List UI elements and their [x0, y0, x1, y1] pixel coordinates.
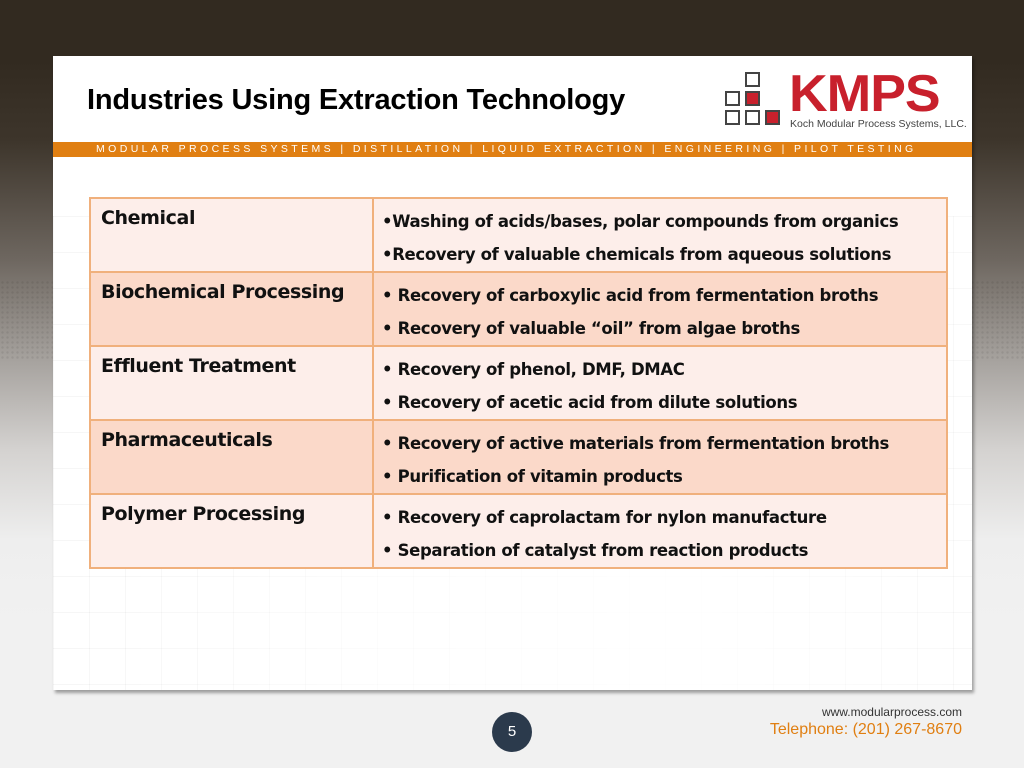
industry-cell: Chemical: [89, 197, 374, 273]
services-banner: MODULAR PROCESS SYSTEMS | DISTILLATION |…: [53, 142, 972, 157]
industry-cell: Pharmaceuticals: [89, 419, 374, 495]
application-item: • Separation of catalyst from reaction p…: [382, 541, 809, 560]
applications-cell: • Recovery of caprolactam for nylon manu…: [372, 493, 948, 569]
industry-cell: Effluent Treatment: [89, 345, 374, 421]
applications-cell: •Washing of acids/bases, polar compounds…: [372, 197, 948, 273]
table-row: Effluent Treatment • Recovery of phenol,…: [89, 345, 948, 421]
applications-cell: • Recovery of active materials from ferm…: [372, 419, 948, 495]
applications-cell: • Recovery of carboxylic acid from ferme…: [372, 271, 948, 347]
application-item: • Recovery of carboxylic acid from ferme…: [382, 286, 879, 305]
logo-subtitle: Koch Modular Process Systems, LLC.: [790, 118, 967, 130]
application-item: • Purification of vitamin products: [382, 467, 683, 486]
logo-wordmark: KMPS: [789, 65, 941, 123]
application-item: • Recovery of phenol, DMF, DMAC: [382, 360, 685, 379]
page-number-badge: 5: [492, 712, 532, 752]
table-row: Pharmaceuticals • Recovery of active mat…: [89, 419, 948, 495]
telephone-text: Telephone: (201) 267-8670: [769, 721, 962, 738]
table-row: Chemical •Washing of acids/bases, polar …: [89, 197, 948, 273]
website-link[interactable]: www.modularprocess.com: [821, 705, 962, 719]
slide-title: Industries Using Extraction Technology: [87, 84, 626, 116]
industry-cell: Polymer Processing: [89, 493, 374, 569]
applications-cell: • Recovery of phenol, DMF, DMAC • Recove…: [372, 345, 948, 421]
application-item: • Recovery of valuable “oil” from algae …: [382, 319, 800, 338]
industry-cell: Biochemical Processing: [89, 271, 374, 347]
application-item: • Recovery of active materials from ferm…: [382, 434, 889, 453]
table-row: Polymer Processing • Recovery of caprola…: [89, 493, 948, 569]
logo-squares-icon: [723, 70, 785, 132]
slide-card: Industries Using Extraction Technology K…: [53, 56, 972, 690]
kmps-logo: KMPS Koch Modular Process Systems, LLC.: [723, 65, 968, 134]
table-row: Biochemical Processing • Recovery of car…: [89, 271, 948, 347]
industries-table: Chemical •Washing of acids/bases, polar …: [89, 197, 948, 569]
application-item: •Washing of acids/bases, polar compounds…: [382, 212, 899, 231]
application-item: • Recovery of caprolactam for nylon manu…: [382, 508, 827, 527]
application-item: • Recovery of acetic acid from dilute so…: [382, 393, 798, 412]
application-item: •Recovery of valuable chemicals from aqu…: [382, 245, 892, 264]
